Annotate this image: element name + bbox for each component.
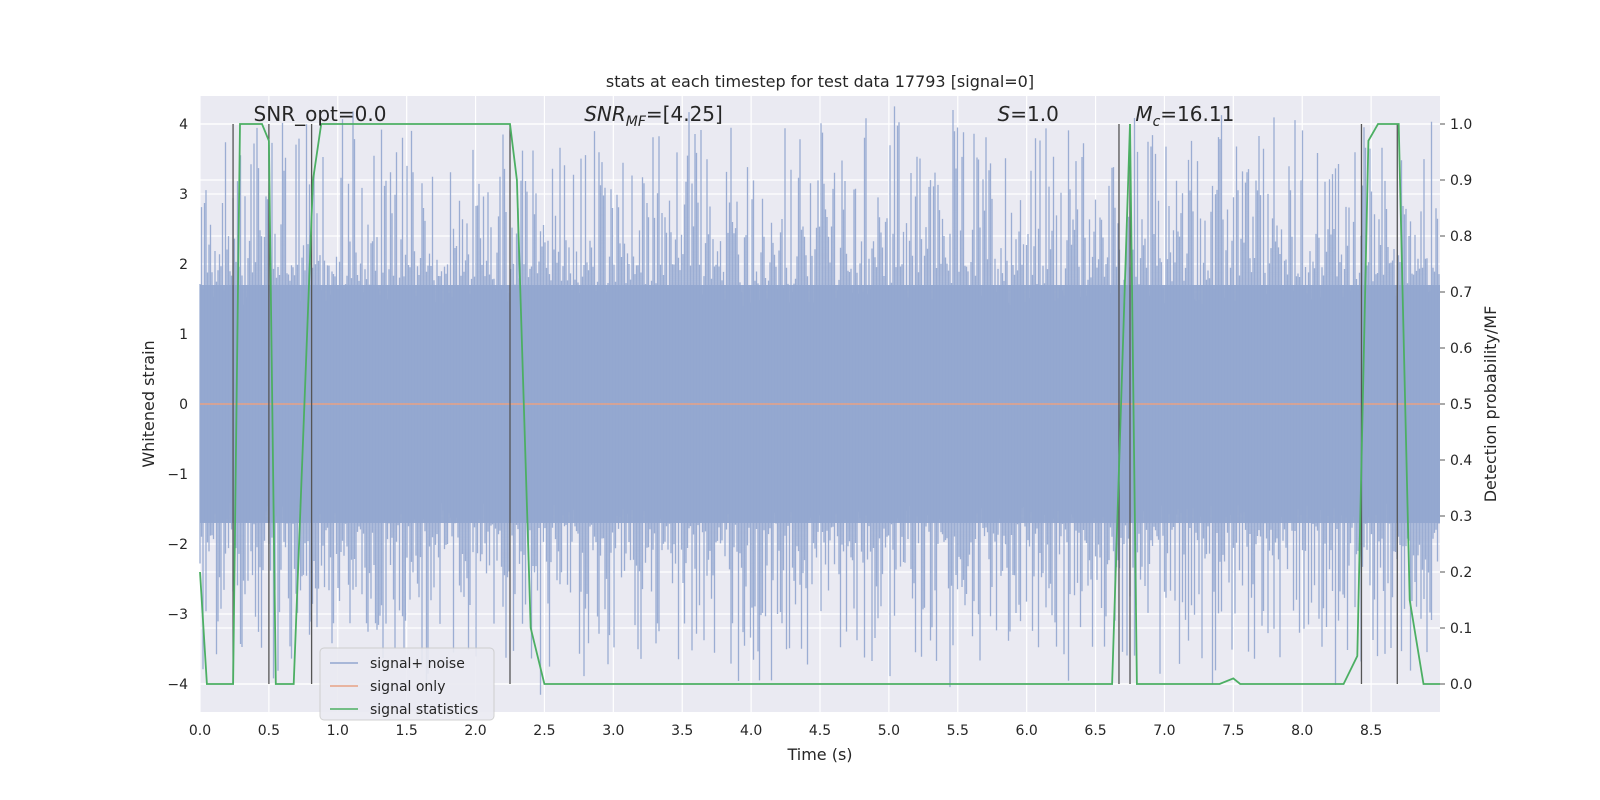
x-tick-label: 4.0	[740, 723, 762, 739]
x-tick-label: 0.5	[258, 723, 280, 739]
annotation-text: SNRMF=[4.25]	[584, 102, 723, 130]
chart-title: stats at each timestep for test data 177…	[606, 72, 1034, 91]
y-tick-label: 2	[179, 257, 188, 273]
y2-tick-label: 0.8	[1450, 229, 1472, 245]
annotation-text: Mc=16.11	[1135, 102, 1234, 130]
y-tick-label: 0	[179, 397, 188, 413]
y2-tick-label: 0.9	[1450, 173, 1472, 189]
y2-tick-label: 0.7	[1450, 285, 1472, 301]
x-tick-label: 6.0	[1016, 723, 1038, 739]
legend: signal+ noise signal only signal statist…	[319, 647, 495, 721]
signal-statistics-line	[199, 123, 1440, 685]
x-ticks: 0.0 0.5 1.0 1.5 2.0 2.5 3.0 3.5 4.0 4.5 5.0 5.5 6.0 6…	[189, 723, 1382, 739]
noise-spikes	[199, 106, 1440, 695]
legend-label-signal-only: signal only	[370, 679, 445, 695]
x-tick-label: 1.5	[396, 723, 418, 739]
x-tick-label: 2.5	[533, 723, 555, 739]
y-tick-label: −2	[167, 537, 188, 553]
x-tick-label: 7.5	[1222, 723, 1244, 739]
x-tick-label: 1.0	[327, 723, 349, 739]
y2-tick-label: 0.5	[1450, 397, 1472, 413]
x-tick-label: 5.0	[878, 723, 900, 739]
y2-tick-label: 0.4	[1450, 453, 1472, 469]
y2-tick-label: 1.0	[1450, 117, 1472, 133]
y2-ticks: 1.0 0.9 0.8 0.7 0.6 0.5 0.4 0.3 0.2 0.1 0.0	[1440, 117, 1472, 693]
x-tick-label: 8.5	[1360, 723, 1382, 739]
y2-tick-label: 0.2	[1450, 565, 1472, 581]
annotations: SNR_opt=0.0 SNRMF=[4.25] S=1.0 Mc=16.11	[254, 102, 1235, 130]
y2-tick-label: 0.1	[1450, 621, 1472, 637]
x-tick-label: 8.0	[1291, 723, 1313, 739]
x-tick-label: 2.0	[464, 723, 486, 739]
y2-axis-label: Detection probability/MF	[1481, 306, 1500, 503]
y-ticks: 4 3 2 1 0 −1 −2 −3 −4	[167, 117, 188, 693]
vertical-markers	[232, 124, 1398, 684]
x-tick-label: 3.5	[671, 723, 693, 739]
y-tick-label: −3	[167, 607, 188, 623]
legend-box	[319, 647, 495, 721]
annotation-text: S=1.0	[998, 102, 1059, 126]
x-tick-label: 5.5	[947, 723, 969, 739]
y-axis-label: Whitened strain	[139, 340, 158, 467]
y-tick-label: −1	[167, 467, 188, 483]
signal-statistics-series	[199, 123, 1440, 685]
y2-tick-label: 0.6	[1450, 341, 1472, 357]
y2-tick-label: 0.3	[1450, 509, 1472, 525]
y-tick-label: 3	[179, 187, 188, 203]
x-tick-label: 3.0	[602, 723, 624, 739]
legend-label-statistics: signal statistics	[370, 702, 478, 718]
y-tick-label: 4	[179, 117, 188, 133]
x-tick-label: 7.0	[1153, 723, 1175, 739]
x-tick-label: 4.5	[809, 723, 831, 739]
y-tick-label: 1	[179, 327, 188, 343]
x-tick-label: 6.5	[1084, 723, 1106, 739]
y2-tick-label: 0.0	[1450, 677, 1472, 693]
y-tick-label: −4	[167, 677, 188, 693]
legend-label-noise: signal+ noise	[370, 656, 465, 672]
annotation-text: SNR_opt=0.0	[254, 102, 387, 126]
x-tick-label: 0.0	[189, 723, 211, 739]
x-axis-label: Time (s)	[786, 745, 852, 764]
